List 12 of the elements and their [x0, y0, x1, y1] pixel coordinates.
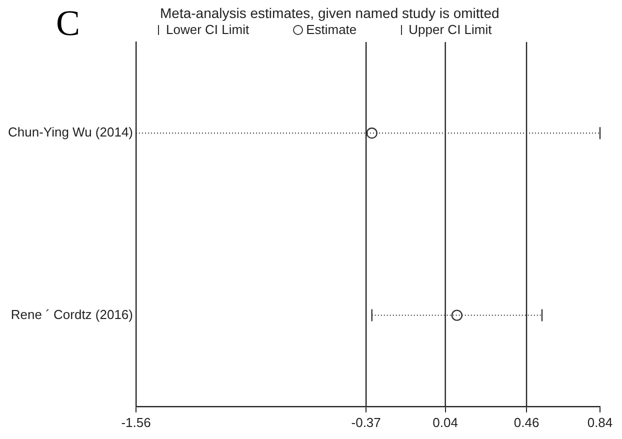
legend-label: Estimate: [306, 22, 357, 37]
x-tick-label: 0.04: [432, 414, 458, 430]
y-tick-label: Chun-Ying Wu (2014): [8, 124, 134, 140]
x-tick-label: -0.37: [351, 414, 381, 430]
text: Upper CI Limit: [408, 22, 492, 37]
text: C: [56, 2, 80, 44]
x-tick-label: 0.46: [514, 414, 540, 430]
x-tick-label: 0.84: [587, 414, 613, 430]
x-tick-label: -1.56: [121, 414, 151, 430]
y-tick-label: Rene ´ Cordtz (2016): [10, 306, 134, 322]
text: Lower CI Limit: [166, 22, 250, 37]
chart-title: Meta-analysis estimates, given named study is omitted: [160, 5, 500, 21]
